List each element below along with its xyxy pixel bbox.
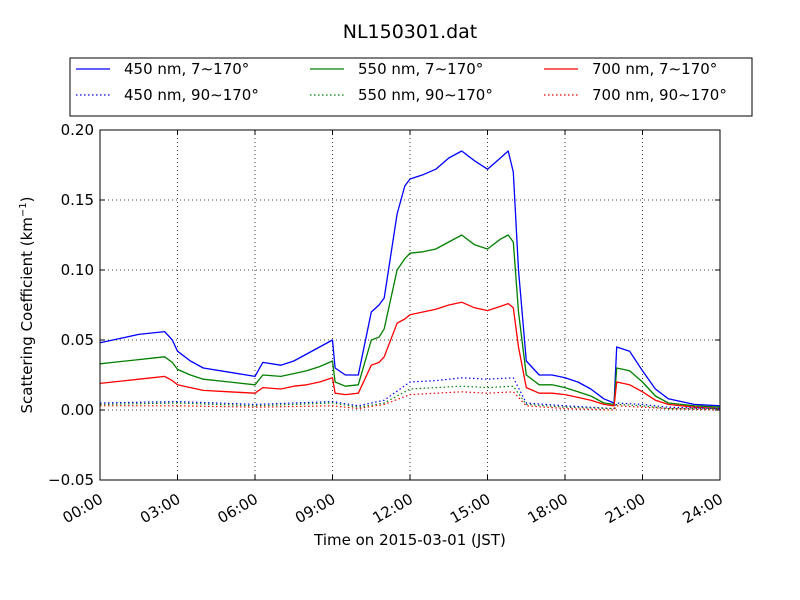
series-line-1 — [99, 234, 721, 408]
y-tick-label: 0.05 — [61, 331, 94, 349]
series-line-5 — [100, 391, 721, 411]
grid-lines — [100, 130, 720, 480]
legend-label: 550 nm, 7∼170° — [358, 60, 483, 78]
y-axis-label-exponent: −1 — [18, 202, 29, 217]
series-line-4 — [99, 385, 720, 410]
x-axis-label: Time on 2015-03-01 (JST) — [313, 531, 506, 549]
series-line-2 — [99, 301, 721, 410]
legend: 450 nm, 7∼170° 550 nm, 7∼170° 700 nm, 7∼17… — [69, 57, 753, 117]
y-tick-label: 0.00 — [61, 401, 94, 419]
plot-area — [100, 130, 720, 480]
legend-label: 700 nm, 90∼170° — [592, 86, 727, 104]
y-tick-label: 0.15 — [61, 191, 94, 209]
y-axis-label-close: ) — [18, 196, 36, 202]
y-tick-label: 0.10 — [61, 261, 94, 279]
y-axis-label: Scattering Coefficient (km−1) — [18, 196, 36, 413]
legend-label: 450 nm, 90∼170° — [124, 86, 259, 104]
legend-label: 550 nm, 90∼170° — [358, 86, 493, 104]
legend-label: 700 nm, 7∼170° — [592, 60, 717, 78]
chart-title: NL150301.dat — [343, 21, 478, 43]
y-axis-label-main: Scattering Coefficient (km — [18, 217, 36, 413]
series-layer — [99, 150, 721, 411]
legend-label: 450 nm, 7∼170° — [124, 60, 249, 78]
y-tick-label: 0.20 — [61, 121, 94, 139]
y-tick-label: −0.05 — [48, 471, 94, 489]
series-line-0 — [99, 150, 721, 407]
legend-box — [69, 57, 753, 117]
